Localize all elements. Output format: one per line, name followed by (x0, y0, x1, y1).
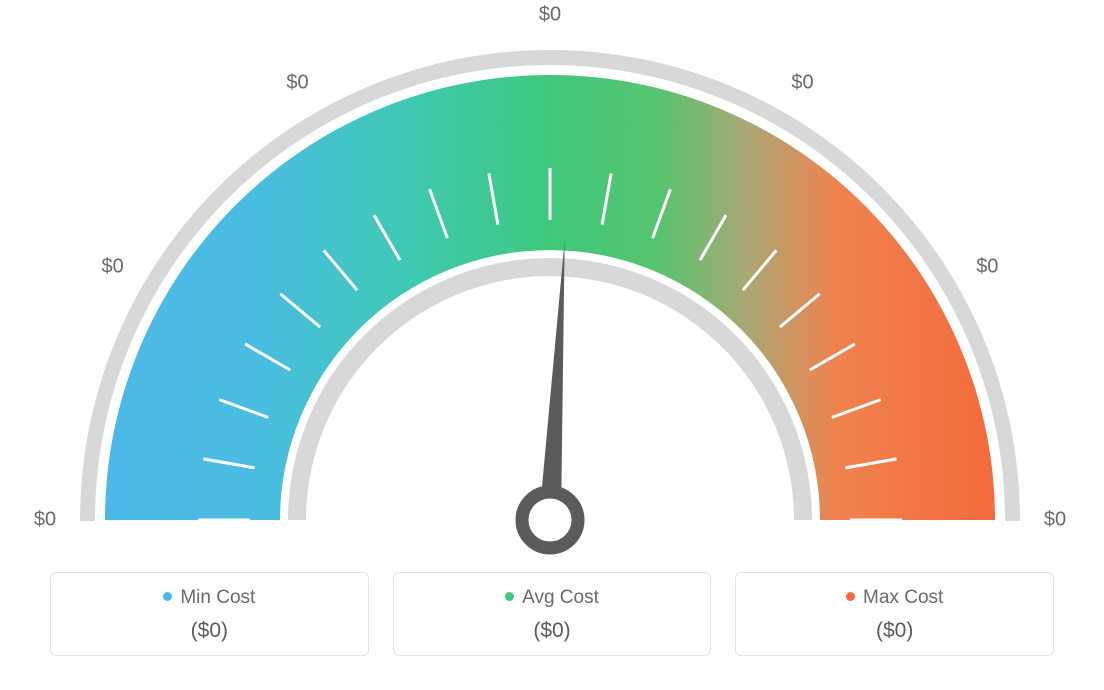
legend-value-avg: ($0) (404, 619, 701, 643)
legend-title-avg-text: Avg Cost (522, 587, 599, 608)
gauge-tick-label: $0 (976, 256, 998, 279)
legend-title-min: Min Cost (61, 587, 358, 609)
legend-title-max-text: Max Cost (863, 587, 943, 608)
gauge-svg (0, 0, 1104, 560)
legend-title-max: Max Cost (746, 587, 1043, 609)
gauge-tick-label: $0 (539, 4, 561, 27)
gauge-chart: $0 $0 $0 $0 $0 $0 $0 (0, 0, 1104, 560)
legend-value-max: ($0) (746, 619, 1043, 643)
legend-card-max: Max Cost ($0) (735, 572, 1054, 656)
gauge-tick-label: $0 (286, 71, 308, 94)
dot-icon (846, 592, 855, 601)
legend-title-min-text: Min Cost (180, 587, 255, 608)
legend-card-avg: Avg Cost ($0) (393, 572, 712, 656)
dot-icon (163, 592, 172, 601)
gauge-tick-label: $0 (1044, 509, 1066, 532)
gauge-tick-label: $0 (791, 71, 813, 94)
dot-icon (505, 592, 514, 601)
gauge-tick-label: $0 (34, 509, 56, 532)
gauge-tick-label: $0 (102, 256, 124, 279)
legend-value-min: ($0) (61, 619, 358, 643)
legend-card-min: Min Cost ($0) (50, 572, 369, 656)
legend-row: Min Cost ($0) Avg Cost ($0) Max Cost ($0… (50, 572, 1054, 656)
legend-title-avg: Avg Cost (404, 587, 701, 609)
